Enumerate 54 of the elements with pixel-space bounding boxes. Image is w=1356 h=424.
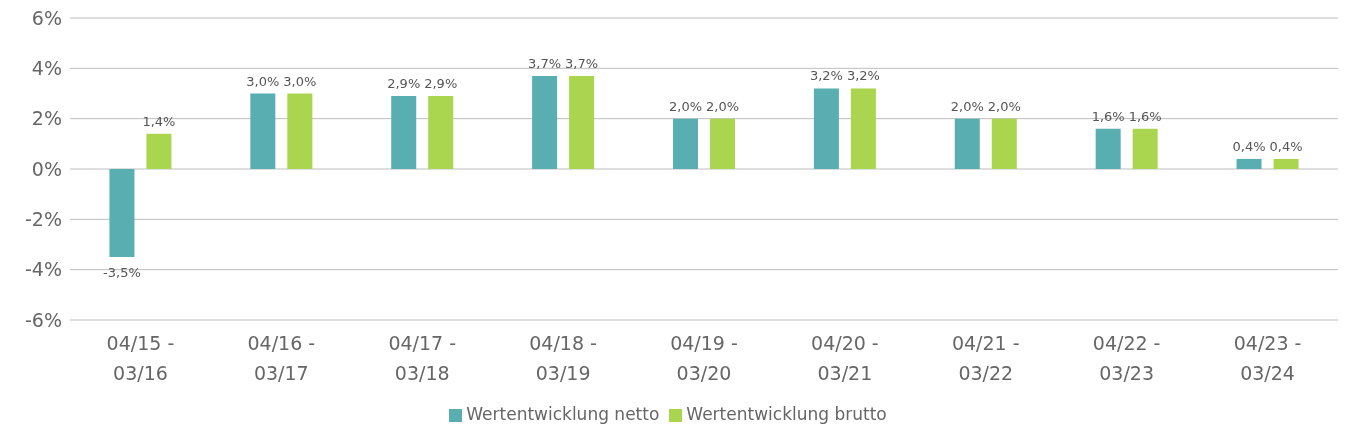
x-tick-label: 04/17 - 03/18	[388, 332, 457, 384]
x-tick-label: 04/16 - 03/17	[247, 332, 316, 384]
bar	[287, 93, 313, 169]
x-tick-label: 04/19 - 03/20	[670, 332, 738, 384]
bar	[250, 93, 276, 169]
data-label: 3,2%	[846, 68, 880, 84]
data-label: 0,4%	[1269, 138, 1303, 154]
y-tick-label: -2%	[25, 208, 62, 231]
data-label: 1,4%	[142, 113, 176, 129]
data-label: 1,6%	[1128, 108, 1162, 124]
data-label: 3,2%	[809, 68, 843, 84]
bar	[428, 96, 454, 169]
bar	[673, 118, 698, 169]
data-label: 2,0%	[705, 98, 740, 114]
bar	[1132, 128, 1158, 169]
bar	[813, 88, 839, 169]
bar	[146, 133, 172, 169]
bar	[850, 88, 876, 169]
y-tick-label: 4%	[31, 57, 62, 80]
bar	[1236, 158, 1262, 169]
bar	[1095, 128, 1121, 169]
data-label: 0,4%	[1232, 138, 1266, 154]
bar	[1273, 158, 1299, 169]
data-label: 3,7%	[528, 55, 562, 71]
bar	[710, 118, 735, 169]
bar	[532, 75, 558, 169]
bar	[569, 75, 595, 169]
x-tick-label: 04/18 - 03/19	[529, 332, 597, 384]
data-label: -3,5%	[103, 265, 141, 281]
data-label: 2,9%	[424, 76, 458, 92]
y-tick-label: -6%	[25, 308, 62, 331]
x-tick-label: 04/23 - 03/24	[1233, 332, 1302, 384]
y-tick-label: 2%	[31, 107, 62, 130]
y-tick-label: 6%	[31, 6, 62, 29]
data-label: 3,7%	[565, 55, 599, 71]
x-tick-label: 04/15 - 03/16	[106, 332, 175, 384]
bar	[954, 118, 980, 169]
x-tick-label: 04/21 - 03/22	[951, 332, 1020, 384]
data-label: 2,0%	[950, 98, 984, 114]
data-label: 1,6%	[1091, 108, 1125, 124]
data-label: 3,0%	[246, 73, 280, 89]
data-label: 2,9%	[387, 76, 421, 92]
y-tick-label: -4%	[25, 258, 62, 281]
y-tick-label: 0%	[31, 157, 62, 180]
bar	[391, 96, 417, 169]
bar	[109, 169, 135, 258]
bar	[991, 118, 1017, 169]
x-tick-label: 04/22 - 03/23	[1092, 332, 1161, 384]
legend-label: Wertentwicklung netto	[466, 404, 660, 424]
data-label: 2,0%	[668, 98, 703, 114]
x-tick-label: 04/20 - 03/21	[811, 332, 879, 384]
data-label: 3,0%	[283, 73, 317, 89]
data-label: 2,0%	[987, 98, 1021, 114]
legend-label: Wertentwicklung brutto	[686, 404, 887, 424]
